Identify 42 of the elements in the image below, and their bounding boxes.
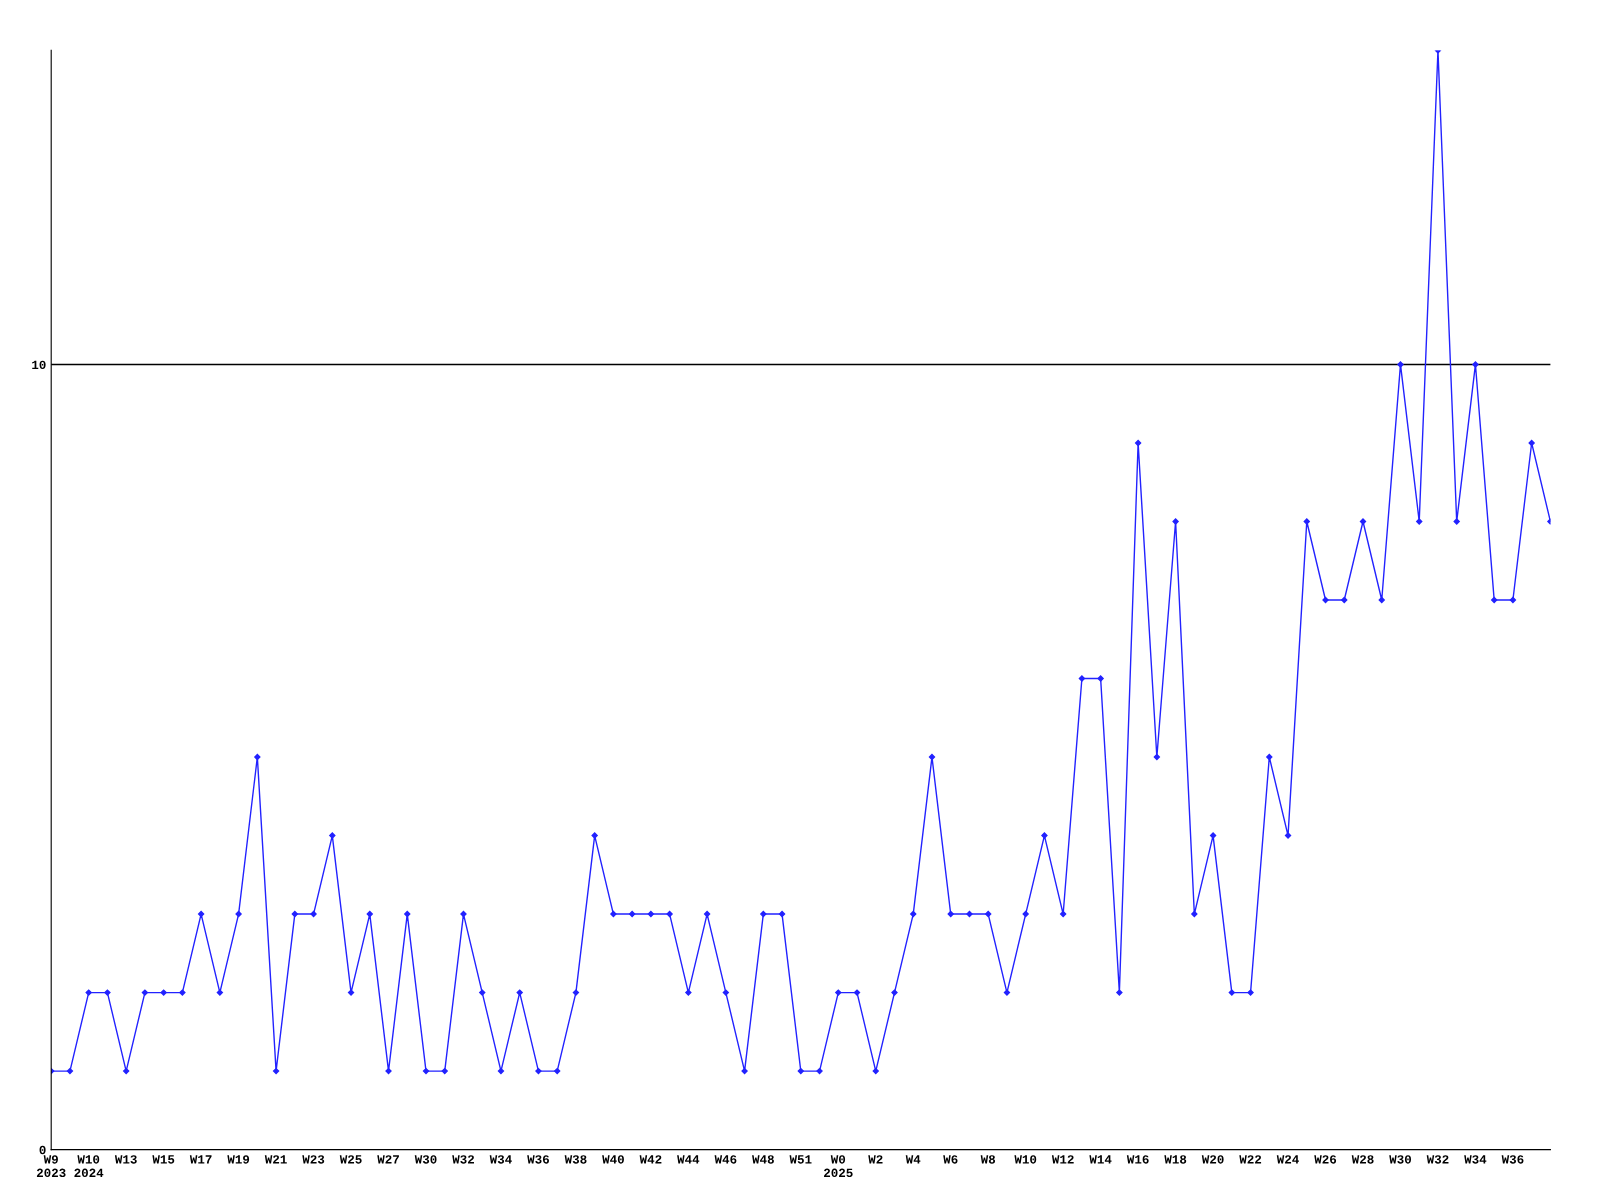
x-tick-label: W13 <box>114 1155 137 1164</box>
x-tick-label: W26 <box>1314 1155 1337 1164</box>
x-tick-label: W28 <box>1351 1155 1374 1164</box>
x-tick-label: W22 <box>1239 1155 1262 1164</box>
x-tick-label: W19 <box>227 1155 250 1164</box>
x-tick-label: W46 <box>714 1155 737 1164</box>
y-tick-label: 0 <box>39 1145 46 1155</box>
x-tick-label: W12 <box>1051 1155 1074 1164</box>
x-tick-label: W30 <box>1389 1155 1412 1164</box>
x-tick-label: W40 <box>602 1155 624 1164</box>
x-tick-label: W24 <box>1276 1155 1299 1164</box>
x-tick-label: W42 <box>639 1155 662 1164</box>
x-tick-label: W23 <box>302 1155 325 1164</box>
x-tick-label: W8 <box>980 1155 996 1164</box>
x-tick-label: W18 <box>1164 1155 1187 1164</box>
x-tick-label: W21 <box>264 1155 287 1164</box>
x-tick-label: W27 <box>377 1155 399 1164</box>
x-tick-label: W48 <box>752 1155 774 1164</box>
x-tick-label: W0 2025 <box>824 1155 853 1178</box>
x-tick-label: W17 <box>189 1155 212 1164</box>
x-tick-label: W38 <box>564 1155 587 1164</box>
x-tick-label: W25 <box>339 1155 362 1164</box>
x-tick-label: W9 2023 <box>36 1155 66 1178</box>
x-tick-label: W36 <box>527 1155 549 1164</box>
x-tick-label: W51 <box>789 1155 812 1164</box>
x-tick-label: W34 <box>1464 1155 1487 1164</box>
x-tick-label: W4 <box>905 1155 921 1164</box>
x-tick-label: W15 <box>152 1155 175 1164</box>
x-tick-label: W32 <box>1426 1155 1449 1164</box>
x-tick-label: W36 <box>1501 1155 1524 1164</box>
x-tick-label: W34 <box>489 1155 512 1164</box>
x-tick-label: W2 <box>868 1155 883 1164</box>
x-tick-label: W32 <box>452 1155 474 1164</box>
x-tick-label: W44 <box>677 1155 700 1164</box>
x-tick-label: W14 <box>1089 1155 1112 1164</box>
x-tick-label: W20 <box>1201 1155 1224 1164</box>
x-tick-label: W6 <box>943 1155 958 1164</box>
y-tick-label: 10 <box>32 360 46 370</box>
x-tick-label: W10 <box>1014 1155 1037 1164</box>
x-tick-label: W16 <box>1126 1155 1149 1164</box>
x-tick-label: W30 <box>414 1155 437 1164</box>
x-tick-label: W10 2024 <box>74 1155 104 1178</box>
